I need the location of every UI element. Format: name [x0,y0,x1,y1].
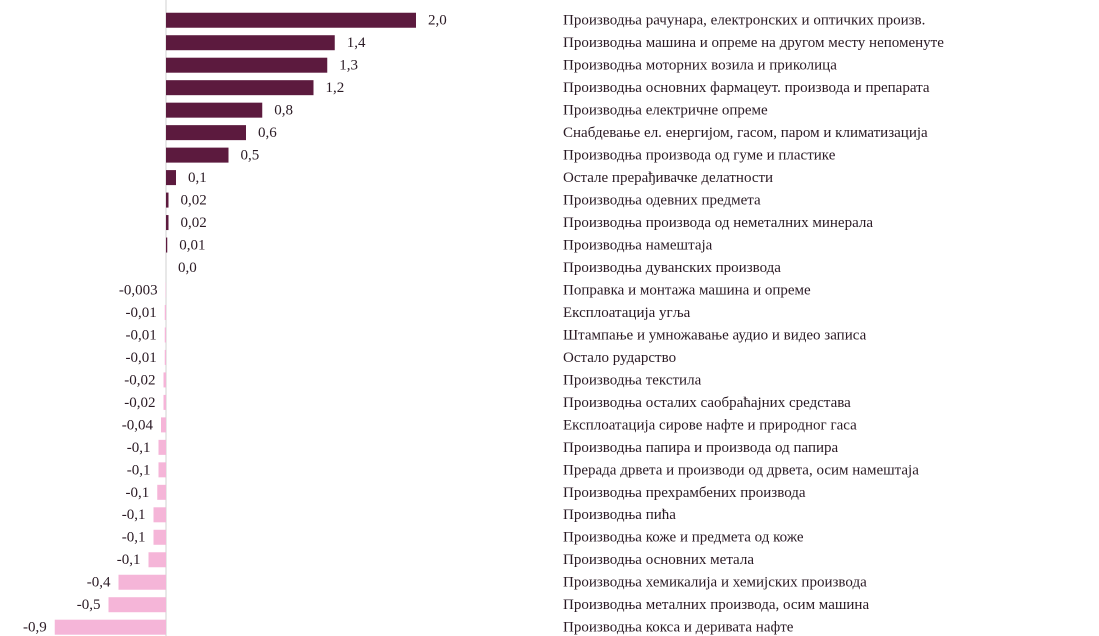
value-label: 0,8 [274,103,293,119]
category-label: Поправка и монтажа машина и опреме [563,282,811,298]
bar [54,619,166,635]
category-label: Производња основних фармацеут. производа… [563,80,930,96]
value-label: 0,0 [178,260,197,276]
category-label: Штампање и умножавање аудио и видео запи… [563,327,867,343]
value-label: -0,1 [127,440,151,456]
value-label: -0,02 [124,395,155,411]
value-label: 0,01 [179,237,205,253]
value-label: -0,5 [77,597,101,613]
value-label: 1,3 [339,58,358,74]
category-label: Експлоатација сирове нафте и природног г… [563,417,857,433]
value-label: 0,1 [188,170,207,186]
bar [166,35,335,51]
category-label: Производња производа од неметалних минер… [563,215,873,231]
value-label: 0,6 [258,125,277,141]
bar [166,192,169,208]
value-label: -0,02 [124,372,155,388]
value-label: 1,2 [326,80,345,96]
value-label: -0,4 [87,575,111,591]
bar [166,102,263,118]
category-label: Производња осталих саобраћајних средстав… [563,395,851,411]
bar [164,349,166,365]
bar [166,12,416,28]
category-label: Производња прехрамбених производа [563,485,806,501]
category-label: Производња електричне опреме [563,103,768,119]
bar [166,147,229,163]
category-label: Производња производа од гуме и пластике [563,148,836,164]
category-label: Прерада дрвета и производи од дрвета, ос… [563,462,919,478]
category-label: Производња рачунара, електронских и опти… [563,13,925,29]
value-label: 2,0 [428,13,447,29]
bar [153,507,166,523]
category-label: Производња металних производа, осим маши… [563,597,869,613]
value-label: -0,1 [122,507,146,523]
category-label: Производња коже и предмета од коже [563,530,804,546]
category-label: Експлоатација угља [563,305,691,321]
category-label: Производња текстила [563,372,702,388]
bar [163,372,166,388]
bar [166,170,176,186]
category-label: Остале прерађивачке делатности [563,170,773,186]
value-label: -0,1 [117,552,141,568]
category-label: Производња моторних возила и приколица [563,58,837,74]
bar [158,439,166,455]
value-label: -0,04 [122,417,154,433]
value-label: -0,003 [119,282,158,298]
value-label: -0,01 [126,305,157,321]
category-label: Производња основних метала [563,552,754,568]
value-label: 0,5 [241,148,260,164]
value-label: -0,01 [126,350,157,366]
bar [166,125,246,141]
value-label: -0,01 [126,327,157,343]
value-label: -0,1 [122,530,146,546]
category-label: Остало рударство [563,350,676,366]
category-label: Производња кокса и деривата нафте [563,620,794,636]
bar [118,574,166,590]
bar [164,304,166,320]
bar [161,417,166,433]
bar [166,80,314,96]
value-label: -0,1 [126,485,150,501]
category-label: Производња одевних предмета [563,193,761,209]
value-label: -0,1 [127,462,151,478]
category-label: Производња пића [563,507,676,523]
category-label: Производња намештаја [563,237,713,253]
value-label: 0,02 [181,215,207,231]
bar [157,484,166,500]
value-label: -0,9 [23,620,47,636]
bar [166,237,168,253]
bar [158,462,166,478]
bar [164,327,166,343]
category-label: Снабдевање ел. енергијом, гасом, паром и… [563,125,928,141]
category-label: Производња папира и производа од папира [563,440,839,456]
bar [108,597,166,613]
value-label: 1,4 [347,35,366,51]
bar [166,57,328,73]
category-label: Производња машина и опреме на другом мес… [563,35,944,51]
category-label: Производња дуванских производа [563,260,781,276]
bar [163,394,166,410]
category-label: Производња хемикалија и хемијских произв… [563,575,867,591]
bar [148,552,166,568]
value-label: 0,02 [181,193,207,209]
bar [166,215,169,231]
bar [153,529,166,545]
